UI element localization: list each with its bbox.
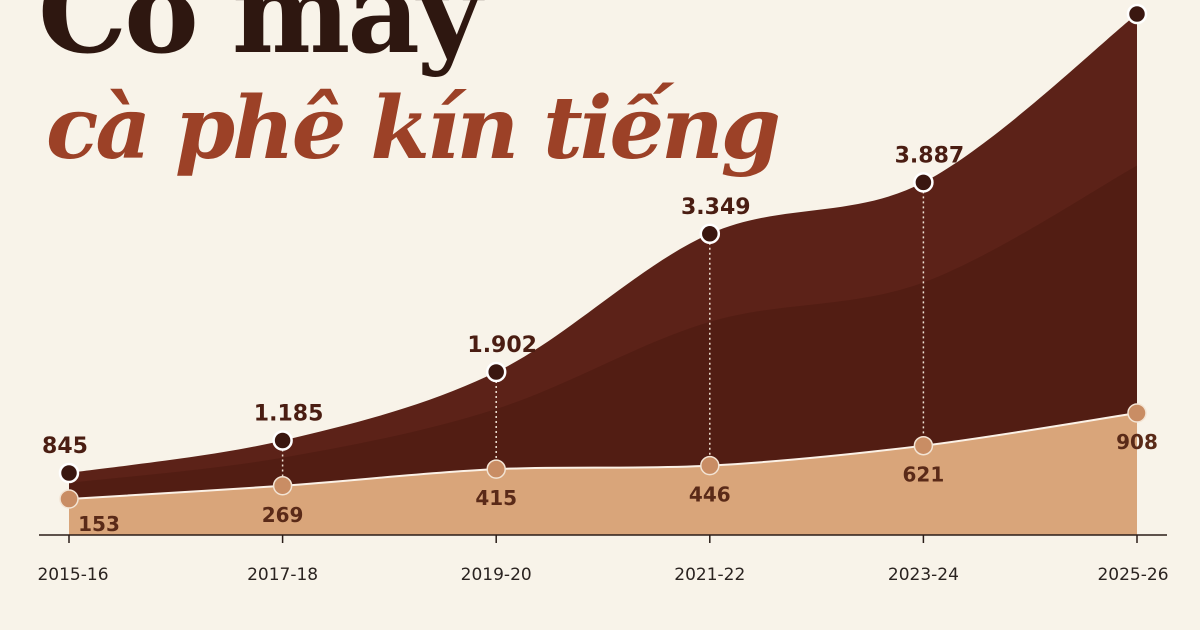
top-series-value-label: 1.185: [254, 402, 324, 427]
bottom-series-marker: [59, 489, 79, 509]
top-series-value-label: 1.902: [467, 333, 537, 358]
bottom-series-value-label: 908: [1116, 430, 1158, 454]
x-tick-label: 2015-16: [37, 565, 108, 585]
x-tick-label: 2021-22: [674, 565, 745, 585]
top-series-value-label: 3.887: [895, 143, 965, 168]
data-markers: [58, 3, 1148, 509]
top-series-value-label: 3.349: [681, 195, 751, 220]
bottom-series-value-label: 269: [262, 503, 304, 527]
top-series-value-label: 845: [42, 434, 88, 459]
bottom-series-marker: [700, 455, 720, 476]
bottom-series-marker: [486, 459, 506, 479]
top-series-marker: [913, 172, 934, 193]
headline-line-2: cà phê kín tiếng: [46, 78, 781, 179]
bottom-series-marker: [272, 476, 293, 496]
bottom-series-marker: [913, 435, 934, 456]
top-series-marker: [1126, 3, 1148, 25]
bottom-series-value-label: 153: [78, 512, 120, 536]
top-series-marker: [485, 361, 507, 383]
bottom-series-area: [69, 413, 1137, 535]
guide-lines: [281, 191, 925, 477]
data-labels: 845 153 1.185 269 1.902 415 3.349 446 3.887 621 90…: [42, 143, 1158, 536]
bottom-series-value-label: 415: [475, 486, 517, 510]
top-series-marker: [272, 430, 293, 451]
x-tick-label: 2023-24: [888, 565, 959, 585]
bottom-series-value-label: 446: [689, 483, 731, 507]
top-series-marker: [699, 223, 721, 245]
top-series-inner-band: [69, 165, 1137, 535]
bottom-series-line: [68, 412, 1138, 500]
bottom-series-value-label: 621: [903, 463, 945, 487]
headline-line-1: Có mấy: [38, 0, 482, 79]
bottom-series-marker: [1127, 403, 1147, 423]
top-series-marker: [58, 462, 80, 484]
x-tick-label: 2017-18: [247, 565, 318, 585]
x-axis-ticks: 2015-16 2017-18 2019-20 2021-22 2023-24 2025-…: [37, 535, 1169, 585]
x-tick-label: 2025-26: [1097, 565, 1168, 585]
x-tick-label: 2019-20: [461, 565, 532, 585]
